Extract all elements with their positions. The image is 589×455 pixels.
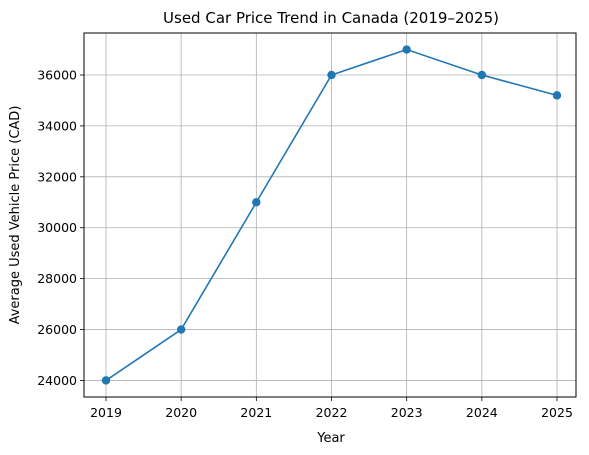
x-tick-label: 2025 (541, 405, 573, 420)
data-point (327, 70, 336, 80)
data-point (477, 70, 487, 80)
data-point (252, 198, 261, 207)
y-tick-label: 26000 (37, 322, 77, 337)
y-tick-label: 36000 (37, 68, 77, 83)
y-tick-label: 32000 (37, 169, 77, 184)
y-axis-label: Average Used Vehicle Price (CAD) (8, 106, 23, 325)
grid (84, 33, 576, 397)
y-tick-label: 34000 (37, 118, 77, 133)
data-point (552, 91, 562, 100)
x-tick-label: 2024 (466, 405, 498, 420)
data-point (101, 376, 111, 385)
x-tick-label: 2023 (391, 405, 423, 420)
x-tick-label: 2022 (316, 405, 348, 420)
x-axis-label: Year (316, 431, 345, 446)
chart-title: Used Car Price Trend in Canada (2019–202… (163, 9, 499, 27)
data-point (176, 325, 186, 334)
plot-frame (83, 32, 577, 398)
y-tick-label: 28000 (37, 271, 77, 286)
data-point (402, 45, 411, 54)
series (101, 45, 562, 385)
x-tick-label: 2021 (240, 405, 272, 420)
y-tick-label: 30000 (37, 220, 77, 235)
y-tick-label: 24000 (37, 373, 77, 388)
x-tick-label: 2019 (90, 405, 122, 420)
x-tick-label: 2020 (165, 405, 197, 420)
ticks: 2019 2020 2021 2022 2023 2024 2025 24000 26000 28… (37, 68, 573, 421)
